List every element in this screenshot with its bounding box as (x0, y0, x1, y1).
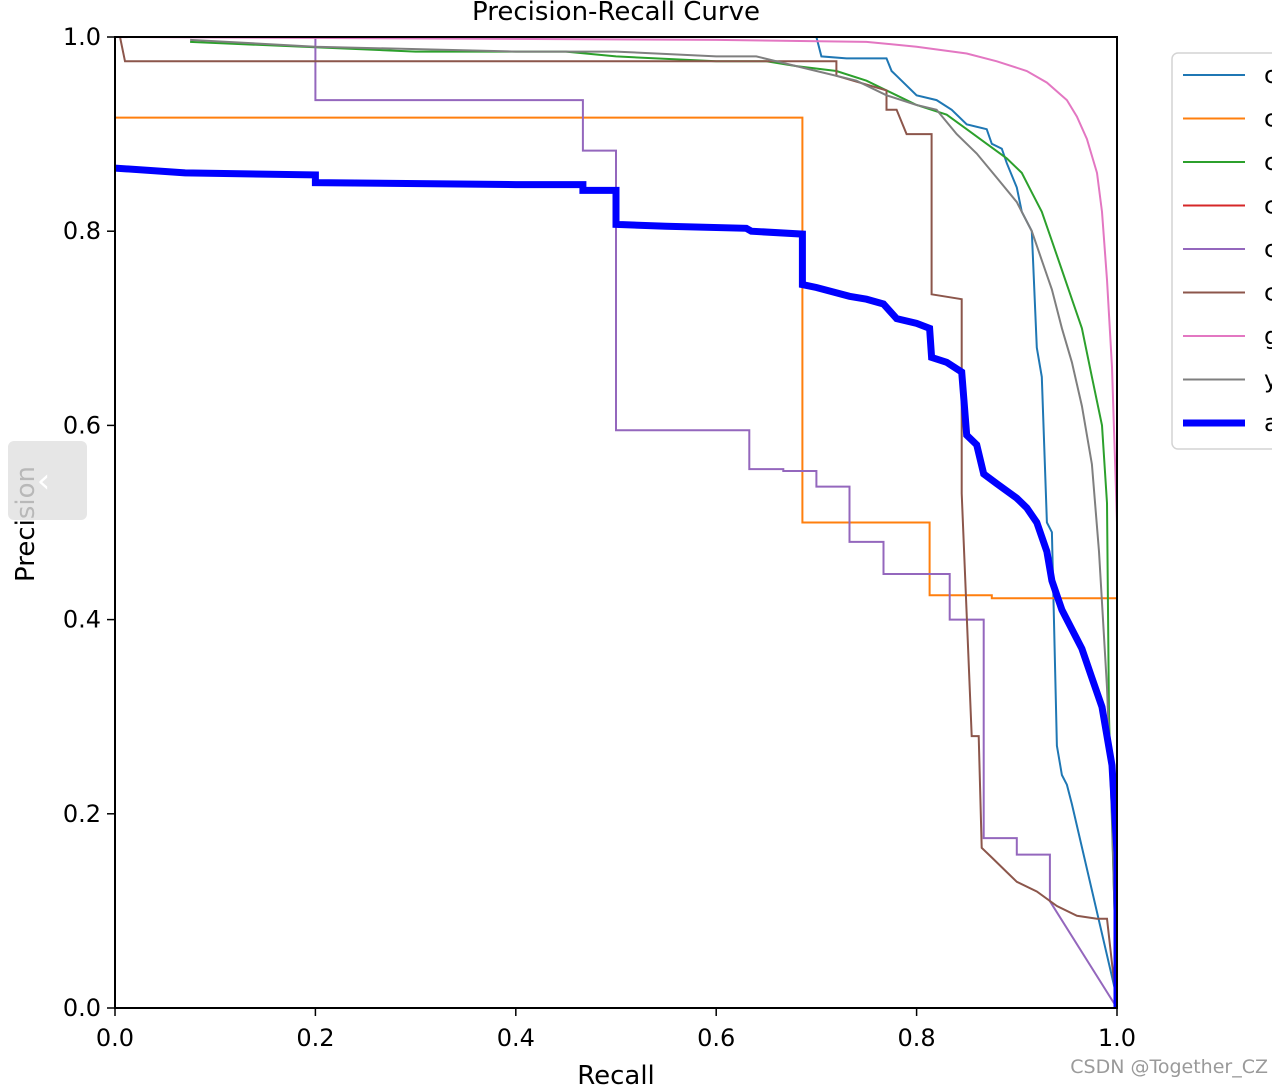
series-line-7 (190, 38, 1118, 1009)
legend-label-1: c (1264, 105, 1272, 133)
watermark: CSDN @Together_CZ (1070, 1056, 1268, 1078)
x-axis: 0.0 0.2 0.4 0.6 0.8 1.0 (96, 1008, 1136, 1052)
series-line-5 (119, 36, 1118, 1009)
y-tick-label: 0.8 (63, 217, 101, 245)
y-tick-label: 0.0 (63, 994, 101, 1022)
legend-label-5: c (1264, 279, 1272, 307)
x-tick-label: 0.4 (497, 1024, 535, 1052)
legend-label-2: c (1264, 148, 1272, 176)
x-tick-label: 0.0 (96, 1024, 134, 1052)
series-line-6 (114, 36, 1118, 1008)
y-tick-label: 0.6 (63, 411, 101, 439)
legend-label-8: a (1264, 409, 1272, 437)
series-line-4 (115, 36, 1118, 1009)
x-axis-label: Recall (577, 1061, 655, 1086)
series-line-0 (115, 36, 1118, 999)
chart-title: Precision-Recall Curve (472, 0, 760, 27)
y-tick-label: 0.2 (63, 800, 101, 828)
series-line-8 (114, 164, 1118, 1008)
legend-label-4: c (1264, 235, 1272, 263)
series-layer (114, 36, 1118, 1009)
legend-label-6: g (1264, 322, 1272, 350)
y-tick-label: 0.4 (63, 606, 101, 634)
legend-box (1171, 52, 1272, 450)
plot-frame (114, 36, 1118, 1009)
legend-label-3: c (1264, 192, 1272, 220)
legend-label-0: c (1264, 61, 1272, 89)
y-tick-label: 1.0 (63, 23, 101, 51)
chevron-left-icon: ‹ (36, 460, 51, 501)
collapse-panel-button[interactable]: ‹ (8, 441, 87, 520)
x-tick-label: 0.2 (296, 1024, 334, 1052)
y-axis: 0.0 0.2 0.4 0.6 0.8 1.0 (63, 23, 115, 1022)
legend-label-7: y (1264, 366, 1272, 394)
x-tick-label: 0.6 (697, 1024, 735, 1052)
x-tick-label: 1.0 (1098, 1024, 1136, 1052)
x-tick-label: 0.8 (898, 1024, 936, 1052)
